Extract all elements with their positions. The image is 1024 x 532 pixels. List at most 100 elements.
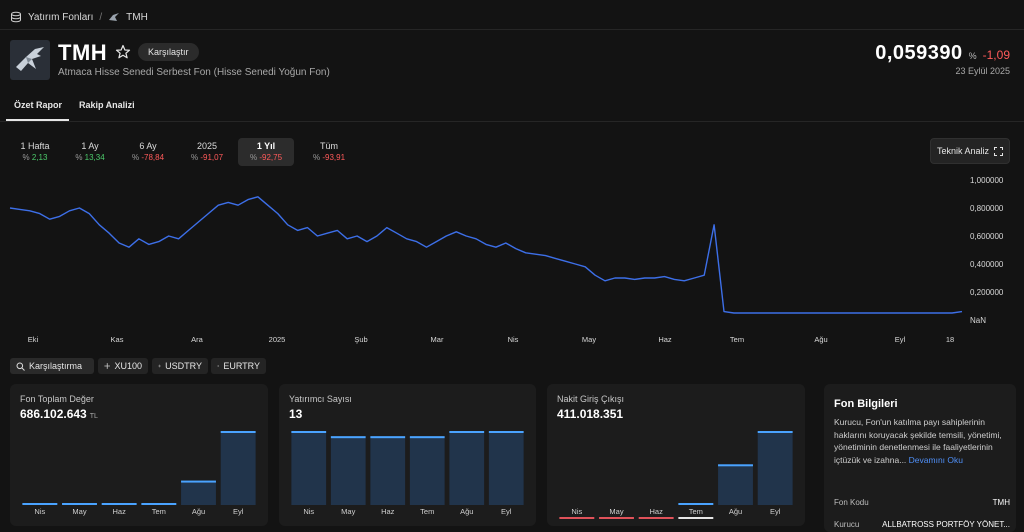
chip-label: USDTRY: [165, 361, 202, 371]
divider: [0, 121, 1024, 122]
bar-top: [449, 431, 485, 433]
bar-month-label: Tem: [152, 507, 166, 516]
price-chart[interactable]: 1,000000 0,800000 0,600000 0,400000 0,200000…: [0, 170, 1024, 350]
tab-ozet-rapor[interactable]: Özet Rapor: [14, 100, 63, 110]
chip-label: Karşılaştırma: [29, 361, 83, 371]
x-tick-label: Kas: [111, 335, 124, 344]
compare-chip-usdtry[interactable]: USDTRY: [152, 358, 208, 374]
technical-analysis-label: Teknik Analiz: [936, 146, 990, 156]
chip-label: EURTRY: [223, 361, 260, 371]
bar-top: [718, 464, 753, 467]
period-1-yil[interactable]: 1 Yıl % -92,75: [238, 138, 294, 166]
period-1-hafta[interactable]: 1 Hafta % 2,13: [7, 138, 63, 166]
x-tick-label: Ağu: [814, 335, 827, 344]
bar-month-label: May: [341, 507, 355, 516]
card-unit: TL: [89, 413, 98, 420]
x-tick-label: Eki: [28, 335, 39, 344]
bar-top: [409, 436, 445, 439]
bar-month-label: Ağu: [460, 507, 473, 516]
card-cash-flow: Nakit Giriş Çıkışı 411.018.351 Nis May Haz…: [547, 384, 805, 526]
price-value: 0,059390: [875, 42, 963, 64]
divider: [0, 29, 1024, 30]
bar-month-label: Haz: [381, 507, 395, 516]
y-tick-label: 0,600000: [970, 232, 1004, 241]
fund-full-name: Atmaca Hisse Senedi Serbest Fon (Hisse S…: [58, 67, 330, 78]
bar-month-label: Nis: [303, 507, 314, 516]
period-tum[interactable]: Tüm % -93,91: [301, 138, 357, 166]
bar-negative: [559, 517, 595, 519]
x-tick-label: Şub: [354, 335, 367, 344]
bar-top: [181, 480, 216, 483]
compare-chip-eurtry[interactable]: EURTRY: [211, 358, 266, 374]
period-label: Tüm: [320, 141, 338, 151]
x-tick-label: Nis: [508, 335, 519, 344]
breadcrumb-current: TMH: [126, 11, 148, 23]
bar-top: [22, 503, 58, 505]
tab-rakip-analizi[interactable]: Rakip Analizi: [79, 100, 135, 110]
active-tab-indicator: [6, 119, 69, 121]
bar: [291, 431, 327, 505]
compare-chip-xu100[interactable]: XU100: [98, 358, 148, 374]
card-value: 686.102.643 TL: [20, 407, 98, 421]
card-value: 411.018.351: [557, 407, 624, 421]
period-return: % 13,34: [75, 153, 105, 162]
x-tick-label: Eyl: [895, 335, 906, 344]
bar-top: [370, 436, 406, 439]
compare-search-chip[interactable]: Karşılaştırma: [10, 358, 94, 374]
search-icon: [16, 362, 25, 371]
card-value: 13: [289, 407, 303, 421]
star-icon[interactable]: [114, 43, 132, 61]
card-fund-total-value: Fon Toplam Değer 686.102.643 TL Nis May Haz…: [10, 384, 268, 526]
period-6-ay[interactable]: 6 Ay % -78,84: [120, 138, 176, 166]
expand-icon: [994, 146, 1004, 156]
bar: [409, 436, 445, 505]
mini-bar-chart: Nis May Haz Tem Ağu Eyl: [22, 431, 256, 516]
bar: [220, 431, 256, 505]
card-title: Yatırımcı Sayısı: [289, 394, 352, 404]
period-2025[interactable]: 2025 % -91,07: [179, 138, 235, 166]
period-label: 6 Ay: [139, 141, 157, 151]
bar-month-label: Eyl: [233, 507, 244, 516]
bar-top: [757, 431, 793, 433]
price-block: 0,059390 % -1,09: [875, 42, 1010, 65]
breadcrumb-separator: /: [99, 11, 103, 23]
bar-top: [330, 436, 366, 439]
bar-top: [678, 503, 714, 505]
period-return: % -92,75: [249, 153, 283, 162]
plus-icon: [104, 363, 111, 369]
bar-top: [141, 503, 177, 505]
bar: [449, 431, 485, 505]
y-tick-label: 0,800000: [970, 204, 1004, 213]
bar-month-label: Haz: [112, 507, 126, 516]
x-tick-label: Tem: [730, 335, 744, 344]
mini-bar-chart: Nis May Haz Tem Ağu Eyl: [291, 431, 524, 516]
bar-negative: [599, 517, 634, 519]
price-line: [9, 196, 963, 314]
bar-zero: [678, 517, 714, 519]
period-1-ay[interactable]: 1 Ay % 13,34: [62, 138, 118, 166]
card-title: Fon Toplam Değer: [20, 394, 94, 404]
technical-analysis-button[interactable]: Teknik Analiz: [930, 138, 1010, 164]
x-tick-label: May: [582, 335, 596, 344]
card-investor-count: Yatırımcı Sayısı 13 Nis May Haz Tem Ağu Eyl: [279, 384, 536, 526]
x-tick-label: Haz: [658, 335, 672, 344]
period-label: 1 Yıl: [256, 141, 276, 151]
period-label: 1 Ay: [81, 141, 99, 151]
hawk-icon: [16, 47, 44, 71]
bar: [757, 431, 793, 505]
read-more-link[interactable]: Devamını Oku: [908, 454, 963, 465]
fund-info-title: Fon Bilgileri: [834, 398, 898, 410]
bar-month-label: Nis: [34, 507, 45, 516]
bar-month-label: Haz: [649, 507, 663, 516]
bar-month-label: Tem: [420, 507, 434, 516]
period-return: % -93,91: [312, 153, 346, 162]
bar: [718, 464, 753, 505]
breadcrumb-root[interactable]: Yatırım Fonları: [28, 11, 94, 23]
period-return: % -91,07: [190, 153, 224, 162]
bar-negative: [638, 517, 674, 519]
period-label: 1 Hafta: [20, 141, 50, 151]
compare-button[interactable]: Karşılaştır: [138, 43, 199, 61]
mini-bar-chart: Nis May Haz Tem Ağu Eyl: [559, 431, 793, 519]
period-return: % 2,13: [22, 153, 48, 162]
period-return: % -78,84: [131, 153, 165, 162]
